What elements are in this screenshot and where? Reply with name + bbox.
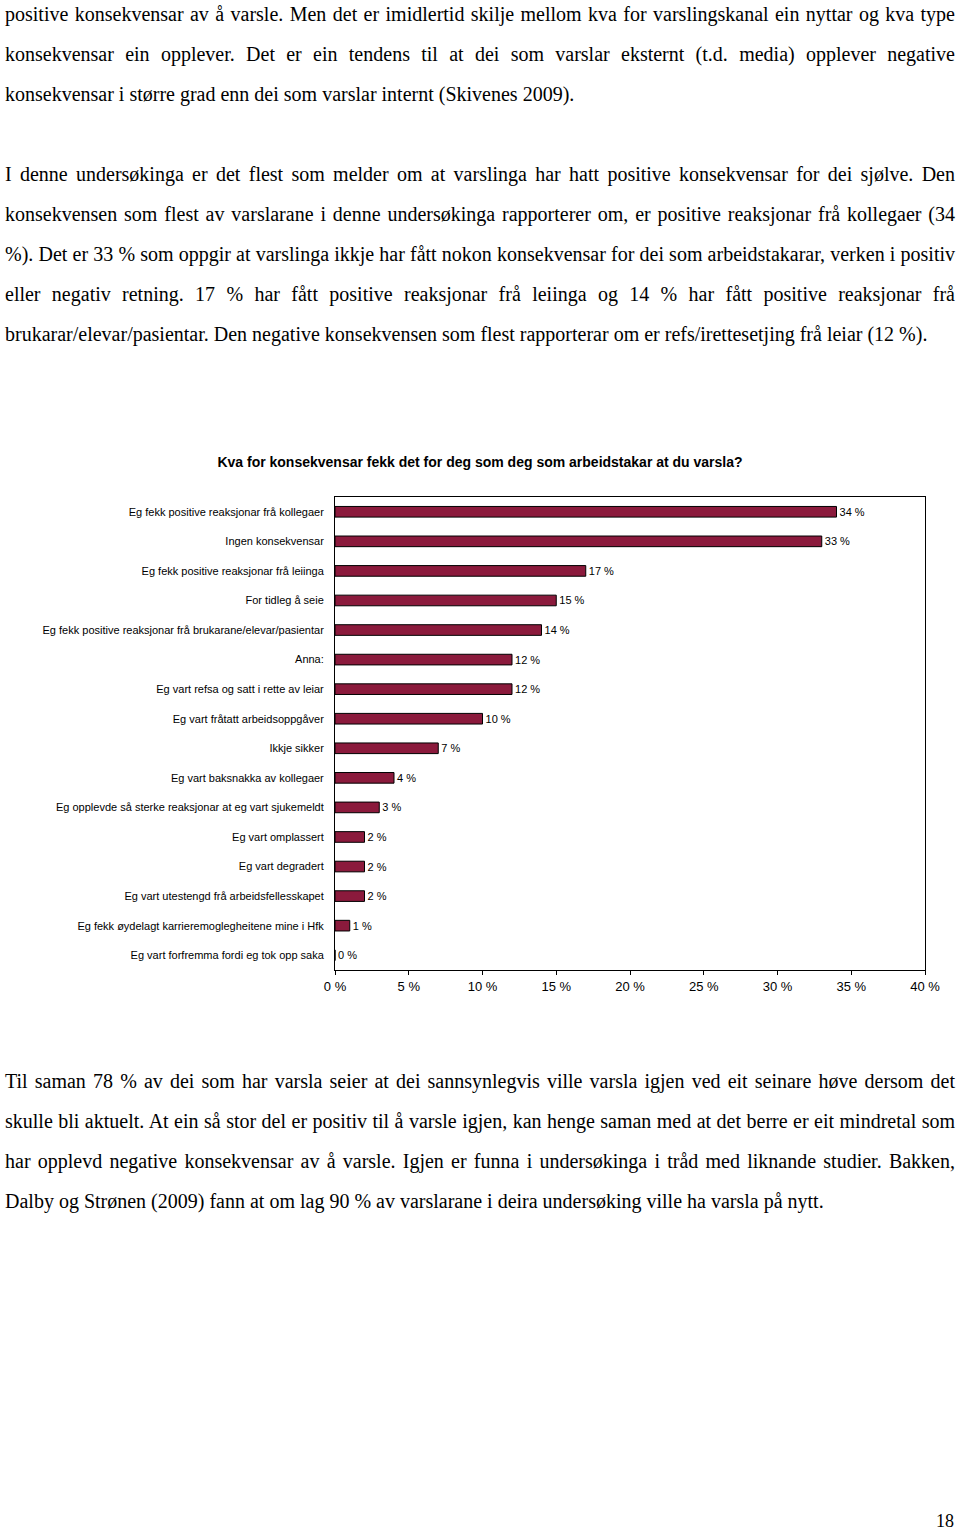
svg-text:12 %: 12 % — [515, 654, 540, 666]
svg-text:4 %: 4 % — [397, 772, 416, 784]
svg-text:0 %: 0 % — [324, 979, 347, 994]
html-text:Til saman 78 % av dei som har: Til saman 78 % av dei som har varsla sei… — [5, 1070, 955, 1212]
svg-text:Kva for konsekvensar fekk det: Kva for konsekvensar fekk det for deg so… — [217, 454, 742, 470]
svg-text:40 %: 40 % — [910, 979, 940, 994]
svg-text:2 %: 2 % — [368, 831, 387, 843]
svg-text:Eg vart utestengd frå arbeidsf: Eg vart utestengd frå arbeidsfellesskape… — [124, 890, 323, 902]
svg-text:34 %: 34 % — [840, 506, 865, 518]
html-text:I denne undersøkinga er det fl: I denne undersøkinga er det flest som me… — [5, 163, 955, 345]
svg-text:Eg vart refsa og satt i rette: Eg vart refsa og satt i rette av leiar — [156, 683, 324, 695]
svg-text:14 %: 14 % — [545, 624, 570, 636]
svg-text:Anna:: Anna: — [295, 653, 324, 665]
svg-text:Eg vart forfremma fordi eg tok: Eg vart forfremma fordi eg tok opp saka — [131, 949, 325, 961]
svg-text:Eg opplevde så sterke reaksjon: Eg opplevde så sterke reaksjonar at eg v… — [56, 801, 324, 813]
svg-text:7 %: 7 % — [441, 742, 460, 754]
svg-text:Eg vart baksnakka av kollegaer: Eg vart baksnakka av kollegaer — [171, 772, 324, 784]
svg-text:Ingen konsekvensar: Ingen konsekvensar — [225, 535, 324, 547]
svg-text:3 %: 3 % — [382, 801, 401, 813]
svg-text:Ikkje sikker: Ikkje sikker — [269, 742, 324, 754]
svg-text:25 %: 25 % — [689, 979, 719, 994]
svg-text:Eg vart fråtatt arbeidsoppgåve: Eg vart fråtatt arbeidsoppgåver — [173, 713, 324, 725]
svg-text:2 %: 2 % — [368, 861, 387, 873]
svg-text:15 %: 15 % — [559, 594, 584, 606]
svg-text:0 %: 0 % — [338, 949, 357, 961]
svg-text:33 %: 33 % — [825, 535, 850, 547]
svg-text:Eg fekk øydelagt karrieremogle: Eg fekk øydelagt karrieremoglegheitene m… — [77, 920, 324, 932]
svg-text:Eg fekk positive reaksjonar fr: Eg fekk positive reaksjonar frå leiinga — [142, 565, 325, 577]
html-text:positive konsekvensar av å var: positive konsekvensar av å varsle. Men d… — [5, 3, 955, 105]
svg-text:Eg fekk positive reaksjonar fr: Eg fekk positive reaksjonar frå brukaran… — [43, 624, 325, 636]
svg-text:20 %: 20 % — [615, 979, 645, 994]
svg-text:Eg vart degradert: Eg vart degradert — [239, 860, 324, 872]
svg-text:12 %: 12 % — [515, 683, 540, 695]
svg-text:For tidleg å seie: For tidleg å seie — [246, 594, 324, 606]
svg-text:Eg vart omplassert: Eg vart omplassert — [232, 831, 324, 843]
svg-text:Eg fekk positive reaksjonar fr: Eg fekk positive reaksjonar frå kollegae… — [129, 506, 324, 518]
html-text:18: 18 — [936, 1511, 954, 1531]
svg-text:5 %: 5 % — [398, 979, 421, 994]
svg-text:2 %: 2 % — [368, 890, 387, 902]
svg-text:10 %: 10 % — [468, 979, 498, 994]
svg-text:1 %: 1 % — [353, 920, 372, 932]
svg-text:30 %: 30 % — [763, 979, 793, 994]
svg-text:15 %: 15 % — [541, 979, 571, 994]
svg-text:17 %: 17 % — [589, 565, 614, 577]
svg-text:10 %: 10 % — [486, 713, 511, 725]
svg-text:35 %: 35 % — [836, 979, 866, 994]
